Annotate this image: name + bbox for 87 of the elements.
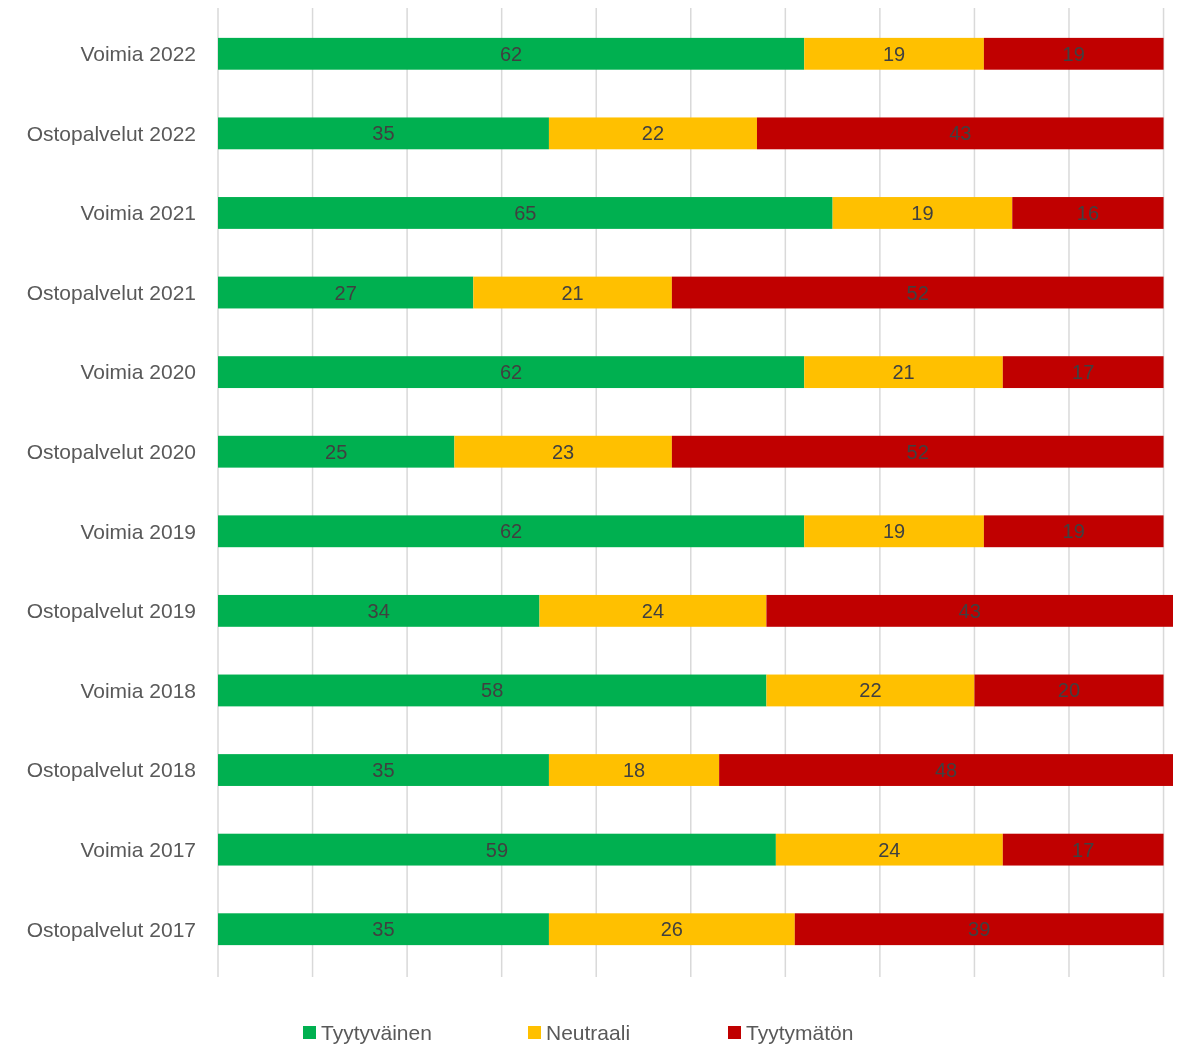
data-label: 26 [660, 918, 683, 941]
y-tick-label: Voimia 2018 [80, 678, 196, 702]
data-label: 22 [641, 122, 665, 145]
data-label: 52 [906, 440, 929, 463]
data-label: 22 [859, 679, 882, 702]
data-label: 17 [1072, 361, 1095, 384]
data-label: 65 [514, 201, 537, 224]
bar [539, 594, 767, 627]
data-label: 34 [367, 599, 390, 622]
data-label: 39 [968, 918, 991, 941]
bar [218, 356, 805, 389]
bar [454, 435, 672, 468]
bar [766, 674, 975, 707]
data-label: 20 [1057, 679, 1081, 702]
y-tick-label: Voimia 2017 [80, 837, 196, 861]
bar [218, 833, 776, 866]
y-tick-label: Voimia 2020 [80, 360, 196, 384]
data-label: 18 [622, 759, 646, 782]
bar [548, 117, 757, 150]
y-tick-label: Ostopalvelut 2020 [26, 440, 196, 464]
data-label: 35 [372, 918, 395, 941]
data-label: 21 [561, 281, 584, 304]
bar [218, 117, 549, 150]
data-label: 24 [878, 838, 901, 861]
y-tick-label: Ostopalvelut 2021 [26, 280, 196, 304]
bar [218, 594, 540, 627]
bar [1012, 197, 1164, 229]
data-label: 19 [911, 201, 934, 224]
data-label: 59 [485, 838, 509, 861]
data-label: 17 [1072, 838, 1095, 861]
bar [548, 754, 720, 786]
data-label: 35 [372, 122, 395, 145]
bar [983, 37, 1164, 70]
bar [804, 356, 1003, 389]
bar [218, 276, 474, 309]
y-tick-label: Ostopalvelut 2017 [26, 917, 196, 941]
bar [974, 674, 1164, 707]
data-label: 24 [641, 599, 665, 622]
bar [804, 515, 984, 548]
y-tick-label: Ostopalvelut 2019 [26, 599, 196, 623]
bar [766, 594, 1173, 627]
bar [218, 515, 805, 548]
bar [218, 197, 833, 229]
bar [473, 276, 672, 309]
bar [671, 435, 1164, 468]
bar [756, 117, 1164, 150]
data-label: 43 [949, 122, 972, 145]
bar [832, 197, 1013, 229]
legend-label: Tyytyväinen [321, 1021, 432, 1045]
bar [1002, 833, 1164, 866]
bar [775, 833, 1003, 866]
data-label: 19 [882, 520, 906, 543]
bar [218, 754, 549, 786]
data-label: 62 [499, 361, 523, 384]
data-label: 35 [372, 759, 395, 782]
bar [671, 276, 1164, 309]
data-label: 19 [1062, 42, 1085, 65]
data-label: 19 [882, 42, 906, 65]
bar [719, 754, 1173, 786]
bar [218, 913, 549, 946]
y-tick-label: Ostopalvelut 2018 [26, 758, 196, 782]
bar [218, 674, 767, 707]
y-tick-label: Ostopalvelut 2022 [26, 121, 196, 145]
data-label: 43 [958, 599, 981, 622]
data-label: 62 [499, 42, 523, 65]
y-tick-label: Voimia 2021 [80, 201, 196, 225]
data-label: 19 [1062, 520, 1085, 543]
bar [804, 37, 984, 70]
data-label: 16 [1076, 201, 1100, 224]
legend-label: Tyytymätön [746, 1021, 854, 1045]
data-label: 23 [552, 440, 575, 463]
data-label: 25 [325, 440, 348, 463]
data-label: 48 [934, 759, 958, 782]
bar [983, 515, 1164, 548]
data-label: 52 [906, 281, 929, 304]
data-label: 62 [499, 520, 523, 543]
bar [1002, 356, 1164, 389]
data-label: 21 [892, 361, 915, 384]
bar [218, 37, 805, 70]
data-label: 27 [334, 281, 357, 304]
data-label: 58 [481, 679, 504, 702]
bar [548, 913, 795, 946]
legend-label: Neutraali [546, 1021, 631, 1045]
y-tick-label: Voimia 2019 [80, 519, 196, 543]
bar [218, 435, 455, 468]
bar [794, 913, 1164, 946]
y-tick-label: Voimia 2022 [80, 42, 196, 66]
